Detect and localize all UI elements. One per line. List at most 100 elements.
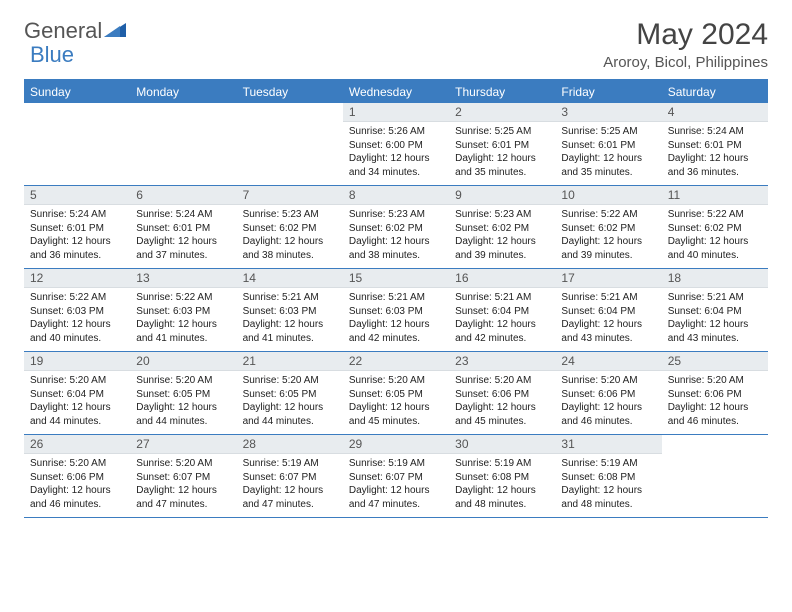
day-day2: and 35 minutes. xyxy=(455,166,549,180)
day-day1: Daylight: 12 hours xyxy=(668,318,762,332)
day-day1: Daylight: 12 hours xyxy=(668,401,762,415)
day-day2: and 43 minutes. xyxy=(561,332,655,346)
day-day2: and 39 minutes. xyxy=(561,249,655,263)
day-cell: 15Sunrise: 5:21 AMSunset: 6:03 PMDayligh… xyxy=(343,269,449,351)
day-content: Sunrise: 5:20 AMSunset: 6:06 PMDaylight:… xyxy=(555,371,661,432)
day-sunset: Sunset: 6:01 PM xyxy=(30,222,124,236)
day-day2: and 40 minutes. xyxy=(30,332,124,346)
day-sunrise: Sunrise: 5:23 AM xyxy=(349,208,443,222)
day-number: 14 xyxy=(237,269,343,288)
day-day1: Daylight: 12 hours xyxy=(30,235,124,249)
day-content: Sunrise: 5:24 AMSunset: 6:01 PMDaylight:… xyxy=(130,205,236,266)
day-cell: 8Sunrise: 5:23 AMSunset: 6:02 PMDaylight… xyxy=(343,186,449,268)
day-cell: 3 Sunrise: 5:25 AMSunset: 6:01 PMDaylight… xyxy=(555,103,661,185)
day-number: 3 xyxy=(555,103,661,122)
day-day2: and 44 minutes. xyxy=(136,415,230,429)
day-number-empty xyxy=(237,103,343,121)
day-sunrise: Sunrise: 5:25 AM xyxy=(561,125,655,139)
day-sunset: Sunset: 6:01 PM xyxy=(455,139,549,153)
day-number: 5 xyxy=(24,186,130,205)
day-day1: Daylight: 12 hours xyxy=(561,401,655,415)
day-sunset: Sunset: 6:04 PM xyxy=(561,305,655,319)
day-sunset: Sunset: 6:02 PM xyxy=(455,222,549,236)
day-day2: and 47 minutes. xyxy=(136,498,230,512)
day-cell: 22Sunrise: 5:20 AMSunset: 6:05 PMDayligh… xyxy=(343,352,449,434)
day-day2: and 39 minutes. xyxy=(455,249,549,263)
day-sunset: Sunset: 6:01 PM xyxy=(136,222,230,236)
day-sunrise: Sunrise: 5:21 AM xyxy=(455,291,549,305)
day-cell xyxy=(130,103,236,185)
logo: General xyxy=(24,18,128,44)
day-cell: 12Sunrise: 5:22 AMSunset: 6:03 PMDayligh… xyxy=(24,269,130,351)
logo-text-1: General xyxy=(24,18,102,44)
day-sunset: Sunset: 6:04 PM xyxy=(455,305,549,319)
day-sunrise: Sunrise: 5:20 AM xyxy=(243,374,337,388)
day-content: Sunrise: 5:22 AMSunset: 6:03 PMDaylight:… xyxy=(130,288,236,349)
day-sunset: Sunset: 6:03 PM xyxy=(136,305,230,319)
day-day1: Daylight: 12 hours xyxy=(561,484,655,498)
day-day2: and 41 minutes. xyxy=(136,332,230,346)
day-day1: Daylight: 12 hours xyxy=(243,484,337,498)
day-content: Sunrise: 5:23 AMSunset: 6:02 PMDaylight:… xyxy=(449,205,555,266)
day-number: 10 xyxy=(555,186,661,205)
day-cell: 13Sunrise: 5:22 AMSunset: 6:03 PMDayligh… xyxy=(130,269,236,351)
day-day1: Daylight: 12 hours xyxy=(561,152,655,166)
day-sunrise: Sunrise: 5:22 AM xyxy=(668,208,762,222)
day-number: 18 xyxy=(662,269,768,288)
day-number: 2 xyxy=(449,103,555,122)
day-day1: Daylight: 12 hours xyxy=(668,235,762,249)
day-content: Sunrise: 5:19 AMSunset: 6:07 PMDaylight:… xyxy=(343,454,449,515)
weekday-mon: Monday xyxy=(130,81,236,103)
day-day2: and 44 minutes. xyxy=(30,415,124,429)
day-content: Sunrise: 5:21 AMSunset: 6:03 PMDaylight:… xyxy=(237,288,343,349)
day-sunset: Sunset: 6:01 PM xyxy=(561,139,655,153)
weekday-tue: Tuesday xyxy=(237,81,343,103)
day-day2: and 44 minutes. xyxy=(243,415,337,429)
location-text: Aroroy, Bicol, Philippines xyxy=(603,54,768,71)
day-sunrise: Sunrise: 5:20 AM xyxy=(561,374,655,388)
weekday-wed: Wednesday xyxy=(343,81,449,103)
day-day1: Daylight: 12 hours xyxy=(455,318,549,332)
day-cell xyxy=(237,103,343,185)
day-day1: Daylight: 12 hours xyxy=(243,235,337,249)
day-content: Sunrise: 5:22 AMSunset: 6:02 PMDaylight:… xyxy=(662,205,768,266)
day-day1: Daylight: 12 hours xyxy=(136,235,230,249)
day-cell xyxy=(662,435,768,517)
day-content: Sunrise: 5:22 AMSunset: 6:03 PMDaylight:… xyxy=(24,288,130,349)
day-cell: 18Sunrise: 5:21 AMSunset: 6:04 PMDayligh… xyxy=(662,269,768,351)
day-day2: and 47 minutes. xyxy=(349,498,443,512)
day-number: 28 xyxy=(237,435,343,454)
day-day1: Daylight: 12 hours xyxy=(136,401,230,415)
day-sunset: Sunset: 6:00 PM xyxy=(349,139,443,153)
day-day2: and 42 minutes. xyxy=(349,332,443,346)
day-sunrise: Sunrise: 5:20 AM xyxy=(30,374,124,388)
day-day1: Daylight: 12 hours xyxy=(30,484,124,498)
day-content: Sunrise: 5:20 AMSunset: 6:04 PMDaylight:… xyxy=(24,371,130,432)
day-sunrise: Sunrise: 5:21 AM xyxy=(561,291,655,305)
day-sunset: Sunset: 6:03 PM xyxy=(30,305,124,319)
day-cell: 2Sunrise: 5:25 AMSunset: 6:01 PMDaylight… xyxy=(449,103,555,185)
day-number: 6 xyxy=(130,186,236,205)
day-day2: and 38 minutes. xyxy=(349,249,443,263)
weekday-sun: Sunday xyxy=(24,81,130,103)
day-cell: 19Sunrise: 5:20 AMSunset: 6:04 PMDayligh… xyxy=(24,352,130,434)
day-cell: 21Sunrise: 5:20 AMSunset: 6:05 PMDayligh… xyxy=(237,352,343,434)
day-day2: and 35 minutes. xyxy=(561,166,655,180)
weekday-fri: Friday xyxy=(555,81,661,103)
day-cell: 30Sunrise: 5:19 AMSunset: 6:08 PMDayligh… xyxy=(449,435,555,517)
day-sunset: Sunset: 6:01 PM xyxy=(668,139,762,153)
day-sunrise: Sunrise: 5:21 AM xyxy=(243,291,337,305)
day-day2: and 48 minutes. xyxy=(455,498,549,512)
day-number-empty xyxy=(24,103,130,121)
day-sunrise: Sunrise: 5:19 AM xyxy=(349,457,443,471)
day-day1: Daylight: 12 hours xyxy=(561,318,655,332)
day-number: 30 xyxy=(449,435,555,454)
header: General May 2024 Aroroy, Bicol, Philippi… xyxy=(24,18,768,71)
day-sunrise: Sunrise: 5:20 AM xyxy=(349,374,443,388)
day-day2: and 48 minutes. xyxy=(561,498,655,512)
day-sunset: Sunset: 6:02 PM xyxy=(243,222,337,236)
day-cell: 26Sunrise: 5:20 AMSunset: 6:06 PMDayligh… xyxy=(24,435,130,517)
day-content: Sunrise: 5:20 AMSunset: 6:05 PMDaylight:… xyxy=(343,371,449,432)
day-day2: and 46 minutes. xyxy=(668,415,762,429)
day-day1: Daylight: 12 hours xyxy=(349,235,443,249)
